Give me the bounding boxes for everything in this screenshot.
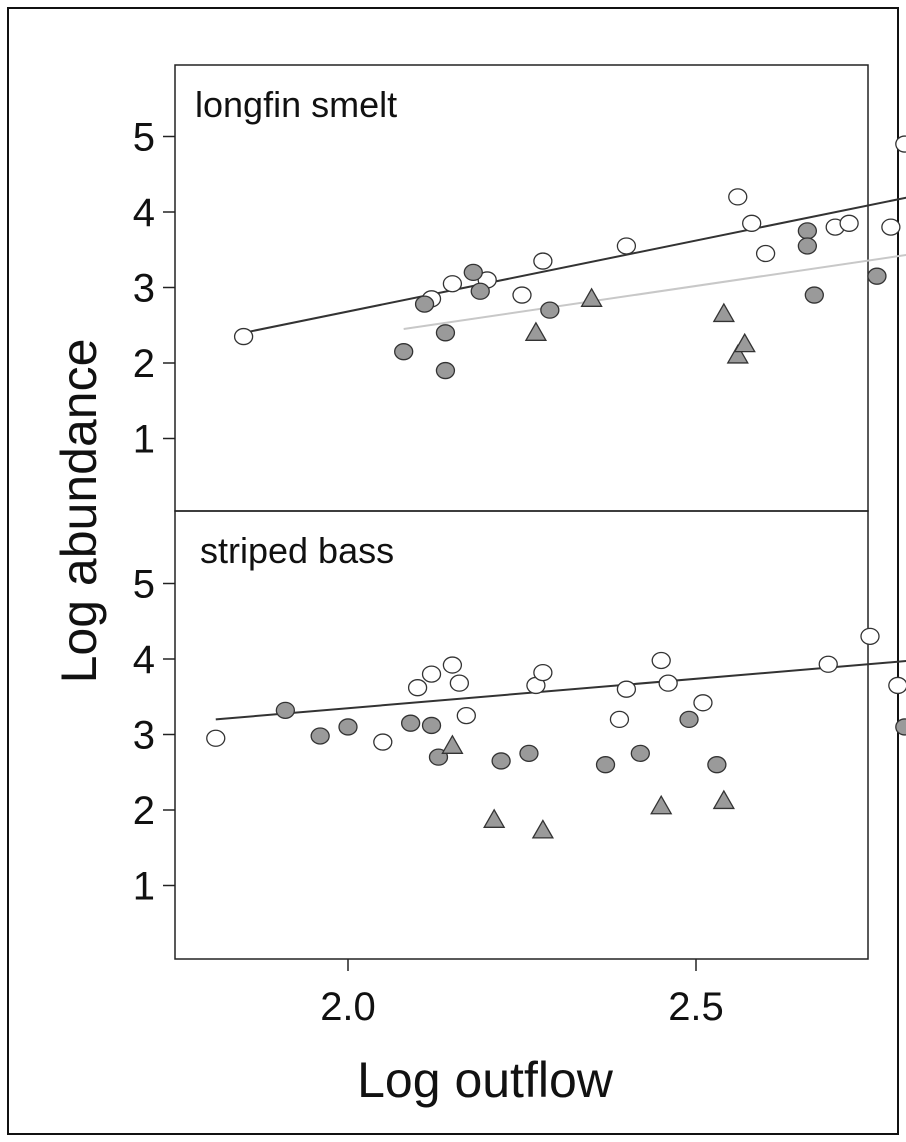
open-circle-point-longfin: [839, 214, 859, 232]
filled-circle-point-striped-bass: [895, 718, 906, 736]
filled-circle-point-striped-bass: [630, 744, 650, 763]
figure-frame: [7, 7, 899, 1135]
triangle-point-longfin: [712, 302, 735, 323]
open-circle-point-striped-bass: [658, 674, 678, 692]
x-tick-label: 2.5: [668, 985, 724, 1029]
triangle-point-striped-bass: [483, 808, 506, 828]
triangle-point-longfin: [524, 321, 548, 341]
panel-title-striped-bass: striped bass: [200, 530, 394, 571]
filled-circle-point-striped-bass: [400, 714, 421, 732]
y-tick-label-striped-bass: 5: [133, 563, 155, 607]
y-tick-label-longfin: 5: [133, 116, 155, 160]
open-circle-point-longfin: [728, 188, 748, 206]
y-tick-label-longfin: 1: [133, 418, 155, 462]
open-circle-point-striped-bass: [616, 680, 637, 698]
open-circle-point-longfin: [442, 275, 463, 293]
filled-circle-point-longfin: [435, 324, 456, 342]
filled-circle-point-striped-bass: [275, 701, 296, 719]
filled-circle-point-longfin: [394, 343, 414, 361]
open-circle-point-striped-bass: [449, 674, 470, 692]
y-tick-label-striped-bass: 2: [133, 789, 155, 833]
filled-circle-point-longfin: [463, 263, 483, 282]
filled-circle-point-longfin: [414, 295, 435, 313]
y-tick-label-longfin: 3: [133, 267, 155, 311]
filled-circle-point-striped-bass: [707, 756, 727, 774]
filled-circle-point-striped-bass: [421, 716, 442, 735]
filled-circle-point-striped-bass: [679, 710, 699, 729]
open-circle-point-longfin: [881, 218, 901, 236]
open-circle-point-striped-bass: [888, 676, 906, 695]
data-points: [206, 135, 906, 839]
triangle-point-longfin: [733, 332, 756, 353]
filled-circle-point-striped-bass: [338, 718, 358, 736]
filled-circle-point-longfin: [540, 301, 560, 319]
open-circle-point-longfin: [533, 252, 553, 270]
filled-circle-point-longfin: [804, 286, 824, 304]
open-circle-point-longfin: [616, 237, 637, 255]
fit-lines: [215, 196, 906, 721]
open-circle-point-longfin: [233, 327, 254, 346]
fit-line-light-longfin: [403, 253, 906, 331]
x-axis-label: Log outflow: [357, 1052, 614, 1108]
open-circle-point-striped-bass: [456, 706, 476, 725]
triangle-point-striped-bass: [650, 794, 673, 815]
filled-circle-point-striped-bass: [595, 756, 616, 774]
filled-circle-point-longfin: [867, 267, 887, 285]
filled-circle-point-longfin: [435, 361, 456, 380]
filled-circle-point-longfin: [470, 282, 490, 300]
filled-circle-point-longfin: [797, 222, 818, 240]
open-circle-point-longfin: [742, 214, 762, 232]
panel-title-longfin: longfin smelt: [195, 84, 397, 125]
open-circle-point-longfin: [895, 135, 906, 153]
open-circle-point-striped-bass: [693, 694, 713, 712]
fit-line-dark-striped-bass: [215, 660, 906, 721]
fit-line-dark-longfin: [243, 196, 906, 334]
open-circle-point-striped-bass: [860, 627, 880, 645]
triangle-point-striped-bass: [531, 819, 555, 839]
open-circle-point-longfin: [755, 244, 776, 263]
filled-circle-point-striped-bass: [310, 727, 330, 745]
y-tick-label-striped-bass: 3: [133, 714, 155, 758]
open-circle-point-striped-bass: [206, 729, 226, 747]
open-circle-point-longfin: [512, 286, 532, 304]
open-circle-point-striped-bass: [533, 663, 553, 682]
open-circle-point-striped-bass: [651, 651, 671, 670]
triangle-point-longfin: [726, 344, 749, 364]
y-axis-label: Log abundance: [51, 339, 107, 684]
filled-circle-point-striped-bass: [491, 752, 511, 770]
triangle-point-striped-bass: [712, 789, 735, 810]
y-tick-label-longfin: 2: [133, 342, 155, 386]
open-circle-point-striped-bass: [442, 656, 463, 674]
y-tick-label-striped-bass: 1: [133, 865, 155, 909]
open-circle-point-striped-bass: [407, 679, 428, 697]
filled-circle-point-longfin: [797, 237, 818, 255]
open-circle-point-striped-bass: [373, 733, 393, 751]
open-circle-point-striped-bass: [609, 710, 630, 729]
triangle-point-striped-bass: [441, 734, 464, 754]
x-tick-label: 2.0: [320, 985, 376, 1029]
filled-circle-point-striped-bass: [519, 744, 539, 763]
y-tick-label-striped-bass: 4: [133, 638, 155, 682]
y-tick-label-longfin: 4: [133, 191, 155, 235]
open-circle-point-striped-bass: [421, 665, 442, 683]
triangle-point-longfin: [580, 287, 603, 307]
open-circle-point-striped-bass: [818, 655, 838, 673]
